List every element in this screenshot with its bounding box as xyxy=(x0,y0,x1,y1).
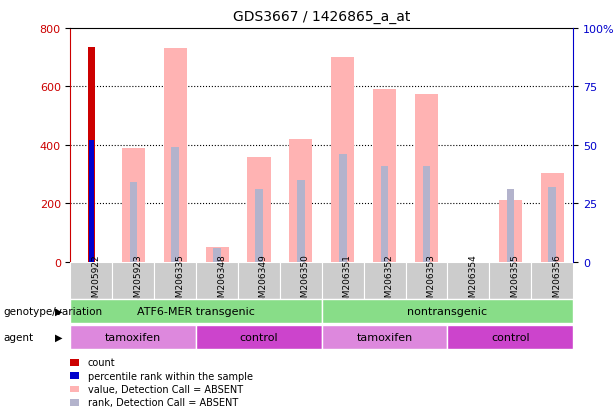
Bar xyxy=(280,262,322,299)
Bar xyxy=(373,90,396,262)
Bar xyxy=(415,95,438,262)
Bar xyxy=(154,262,196,299)
Bar xyxy=(322,325,447,349)
Bar xyxy=(331,58,354,262)
Bar xyxy=(248,157,270,262)
Bar xyxy=(172,148,179,262)
Text: GSM206350: GSM206350 xyxy=(301,254,310,308)
Bar xyxy=(322,299,573,323)
Bar xyxy=(205,248,229,262)
Bar xyxy=(406,262,447,299)
Bar xyxy=(364,262,406,299)
Bar xyxy=(122,149,145,262)
Bar xyxy=(196,325,322,349)
Bar xyxy=(499,201,522,262)
Text: GSM206352: GSM206352 xyxy=(385,254,394,308)
Text: count: count xyxy=(88,358,115,368)
Bar xyxy=(213,248,221,262)
Bar xyxy=(196,262,238,299)
Bar xyxy=(297,180,305,262)
Bar xyxy=(289,140,313,262)
Text: GSM206349: GSM206349 xyxy=(259,254,268,308)
Bar xyxy=(70,325,196,349)
Bar xyxy=(447,262,489,299)
Bar xyxy=(322,262,364,299)
Bar xyxy=(88,48,95,262)
Text: GSM205923: GSM205923 xyxy=(134,254,142,308)
Text: GSM206351: GSM206351 xyxy=(343,254,352,308)
Bar xyxy=(129,183,137,262)
Text: GSM206356: GSM206356 xyxy=(552,254,562,308)
Bar xyxy=(112,262,154,299)
Bar xyxy=(381,166,389,262)
Text: control: control xyxy=(491,332,530,342)
Text: tamoxifen: tamoxifen xyxy=(357,332,413,342)
Text: ▶: ▶ xyxy=(55,306,62,316)
Text: control: control xyxy=(240,332,278,342)
Bar xyxy=(506,190,514,262)
Text: nontransgenic: nontransgenic xyxy=(408,306,487,316)
Title: GDS3667 / 1426865_a_at: GDS3667 / 1426865_a_at xyxy=(233,10,411,24)
Bar xyxy=(255,190,263,262)
Bar xyxy=(238,262,280,299)
Text: ATF6-MER transgenic: ATF6-MER transgenic xyxy=(137,306,255,316)
Text: GSM206355: GSM206355 xyxy=(510,254,519,308)
Text: GSM206354: GSM206354 xyxy=(468,254,478,308)
Bar xyxy=(531,262,573,299)
Bar xyxy=(70,299,322,323)
Bar xyxy=(89,141,94,262)
Bar xyxy=(447,325,573,349)
Text: tamoxifen: tamoxifen xyxy=(105,332,161,342)
Text: ▶: ▶ xyxy=(55,332,62,342)
Text: value, Detection Call = ABSENT: value, Detection Call = ABSENT xyxy=(88,384,243,394)
Bar xyxy=(339,155,346,262)
Text: genotype/variation: genotype/variation xyxy=(3,306,102,316)
Bar xyxy=(164,49,187,262)
Text: agent: agent xyxy=(3,332,33,342)
Text: GSM206348: GSM206348 xyxy=(217,254,226,308)
Text: GSM206353: GSM206353 xyxy=(427,254,436,308)
Bar xyxy=(541,173,564,262)
Bar xyxy=(549,188,556,262)
Text: percentile rank within the sample: percentile rank within the sample xyxy=(88,371,253,381)
Bar xyxy=(489,262,531,299)
Text: rank, Detection Call = ABSENT: rank, Detection Call = ABSENT xyxy=(88,397,238,407)
Bar xyxy=(423,166,430,262)
Text: GSM206335: GSM206335 xyxy=(175,254,185,308)
Text: GSM205922: GSM205922 xyxy=(91,254,101,308)
Bar xyxy=(70,262,112,299)
